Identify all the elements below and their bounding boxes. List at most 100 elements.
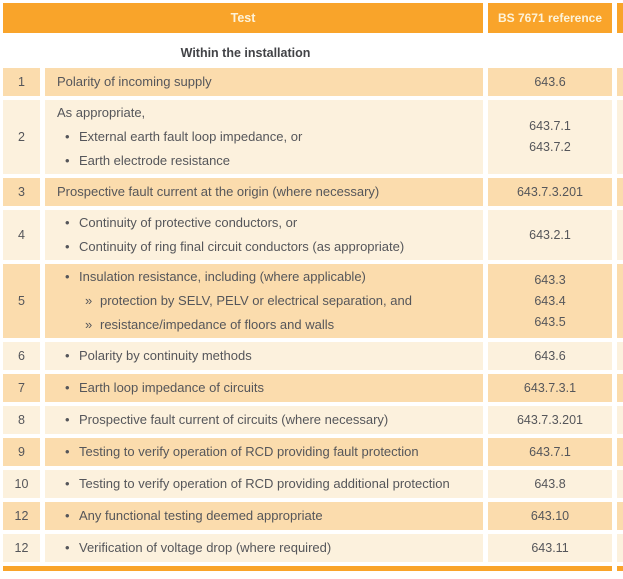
table-edge-sliver	[617, 178, 623, 206]
table-row: 5 • Insulation resistance, including (wher…	[3, 264, 623, 338]
section-title: Within the installation	[180, 45, 311, 60]
reference-cell: 643.7.3.201	[488, 406, 612, 434]
test-text: Continuity of protective conductors, or	[79, 215, 298, 230]
test-line: • Earth loop impedance of circuits	[45, 376, 483, 400]
bullet-icon: •	[65, 348, 70, 363]
table-edge-sliver	[617, 534, 623, 562]
test-text: Continuity of ring final circuit conduct…	[79, 239, 405, 254]
header-edge-sliver	[617, 3, 623, 33]
reference-cell: 643.3 643.4 643.5	[488, 264, 612, 338]
reference-value: 643.7.3.1	[523, 380, 577, 395]
reference-cell: 643.11	[488, 534, 612, 562]
test-line: Prospective fault current at the origin …	[45, 180, 483, 204]
test-cell: • Earth loop impedance of circuits	[45, 374, 483, 402]
test-text: Earth electrode resistance	[79, 153, 231, 168]
reference-value: 643.10	[530, 508, 570, 523]
test-line: As appropriate,	[45, 101, 483, 125]
test-cell: • Prospective fault current of circuits (…	[45, 406, 483, 434]
test-text: External earth fault loop impedance, or	[79, 129, 303, 144]
reference-value: 643.11	[531, 540, 569, 555]
test-cell: • Any functional testing deemed appropria…	[45, 502, 483, 530]
test-text: Polarity of incoming supply	[57, 74, 212, 89]
test-line: • Testing to verify operation of RCD prov…	[45, 440, 483, 464]
table-row: 2 As appropriate, • External earth fault lo…	[3, 100, 623, 174]
reference-cell: 643.7.1	[488, 438, 612, 466]
row-number: 3	[3, 178, 40, 206]
row-number: 7	[3, 374, 40, 402]
test-line: • Prospective fault current of circuits (…	[45, 408, 483, 432]
reference-value: 643.4	[534, 293, 566, 308]
test-text: Earth loop impedance of circuits	[79, 380, 264, 395]
column-header-reference-label: BS 7671 reference	[497, 11, 603, 25]
row-number: 2	[3, 100, 40, 174]
test-line: » protection by SELV, PELV or electrical …	[45, 289, 483, 313]
table-edge-sliver	[617, 406, 623, 434]
reference-value: 643.7.3.201	[516, 412, 584, 427]
test-text: Testing to verify operation of RCD provi…	[79, 444, 419, 459]
test-cell: Prospective fault current at the origin …	[45, 178, 483, 206]
table-row: 12 • Verification of voltage drop (where r…	[3, 534, 623, 562]
sub-bullet-icon: »	[85, 317, 93, 332]
test-cell: • Insulation resistance, including (where…	[45, 264, 483, 338]
table-row: 4 • Continuity of protective conductors, o…	[3, 210, 623, 260]
test-text: Insulation resistance, including (where …	[79, 269, 366, 284]
test-cell: • Verification of voltage drop (where req…	[45, 534, 483, 562]
test-cell: As appropriate, • External earth fault loo…	[45, 100, 483, 174]
reference-value: 643.7.1	[529, 444, 571, 459]
test-line: • Insulation resistance, including (where…	[45, 265, 483, 289]
bottom-bar-sliver	[617, 566, 623, 571]
row-number: 10	[3, 470, 40, 498]
column-header-test-label: Test	[230, 11, 256, 25]
test-line: • Any functional testing deemed appropria…	[45, 504, 483, 528]
bullet-icon: •	[65, 508, 70, 523]
reference-value: 643.5	[534, 314, 566, 329]
bottom-bar-main	[3, 566, 612, 571]
bullet-icon: •	[65, 239, 70, 254]
bullet-icon: •	[65, 153, 70, 168]
bullet-icon: •	[65, 444, 70, 459]
test-line: • Continuity of protective conductors, or	[45, 211, 483, 235]
reference-value: 643.3	[534, 272, 566, 287]
table-row: 9 • Testing to verify operation of RCD pro…	[3, 438, 623, 466]
table-bottom-bar	[3, 566, 623, 571]
row-number: 12	[3, 502, 40, 530]
test-line: • Verification of voltage drop (where req…	[45, 536, 483, 560]
test-line: » resistance/impedance of floors and wall…	[45, 313, 483, 337]
test-text: As appropriate,	[57, 105, 146, 120]
section-header-row: Within the installation	[3, 37, 623, 68]
bullet-icon: •	[65, 215, 70, 230]
reference-cell: 643.10	[488, 502, 612, 530]
test-cell: • Testing to verify operation of RCD prov…	[45, 438, 483, 466]
test-text: Prospective fault current at the origin …	[57, 184, 380, 199]
test-line: Polarity of incoming supply	[45, 70, 483, 94]
test-cell: Polarity of incoming supply	[45, 68, 483, 96]
bullet-icon: •	[65, 129, 70, 144]
column-header-test: Test	[3, 3, 483, 33]
rows: 1 Polarity of incoming supply 643.6 2 As app…	[3, 68, 623, 562]
reference-cell: 643.2.1	[488, 210, 612, 260]
row-number: 1	[3, 68, 40, 96]
bullet-icon: •	[65, 476, 70, 491]
test-line: • Polarity by continuity methods	[45, 344, 483, 368]
table-edge-sliver	[617, 100, 623, 174]
table-row: 6 • Polarity by continuity methods 643.6	[3, 342, 623, 370]
test-text: resistance/impedance of floors and walls	[100, 317, 335, 332]
reference-value: 643.7.3.201	[516, 184, 584, 199]
table-edge-sliver	[617, 438, 623, 466]
table-edge-sliver	[617, 502, 623, 530]
bullet-icon: •	[65, 269, 70, 284]
test-text: Any functional testing deemed appropriat…	[79, 508, 323, 523]
test-cell: • Testing to verify operation of RCD prov…	[45, 470, 483, 498]
test-cell: • Continuity of protective conductors, or…	[45, 210, 483, 260]
test-text: protection by SELV, PELV or electrical s…	[100, 293, 412, 308]
table-edge-sliver	[617, 470, 623, 498]
table-row: 8 • Prospective fault current of circuits …	[3, 406, 623, 434]
reference-value: 643.6	[534, 74, 566, 89]
reference-value: 643.6	[534, 348, 566, 363]
row-number: 4	[3, 210, 40, 260]
row-number: 9	[3, 438, 40, 466]
bullet-icon: •	[65, 380, 70, 395]
bullet-icon: •	[65, 412, 70, 427]
reference-value: 643.8	[534, 476, 566, 491]
